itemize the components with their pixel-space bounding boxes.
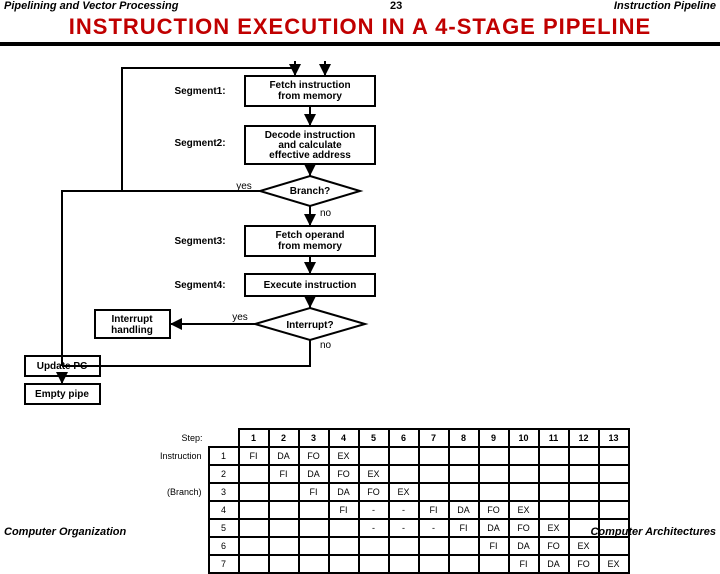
header-left: Pipelining and Vector Processing xyxy=(4,0,178,12)
branch-row-label: (Branch) xyxy=(160,483,209,501)
label-seg4: Segment4: xyxy=(174,280,225,291)
box-seg1-text1: Fetch instruction xyxy=(269,80,350,91)
diagram-area: Fetch instruction from memory Segment1: … xyxy=(0,46,720,506)
footer: Computer Organization Computer Architect… xyxy=(0,526,720,538)
label-seg3: Segment3: xyxy=(174,236,225,247)
diamond-interrupt-text: Interrupt? xyxy=(286,320,333,331)
interrupt-no: no xyxy=(320,340,332,351)
box-seg4-t: Execute instruction xyxy=(264,280,357,291)
pipeline-table: Step: 12345678910111213 Instruction1FIDA… xyxy=(160,428,630,574)
box-seg3-t2: from memory xyxy=(278,241,342,252)
box-seg2-t3: effective address xyxy=(269,150,351,161)
label-seg2: Segment2: xyxy=(174,138,225,149)
page-title: INSTRUCTION EXECUTION IN A 4-STAGE PIPEL… xyxy=(0,14,720,40)
box-interrupt-t2: handling xyxy=(111,325,153,336)
footer-left: Computer Organization xyxy=(4,526,126,538)
header: Pipelining and Vector Processing 23 Inst… xyxy=(0,0,720,12)
box-emptypipe-t: Empty pipe xyxy=(35,389,89,400)
flowchart-svg: Fetch instruction from memory Segment1: … xyxy=(0,46,720,406)
box-interrupt-t1: Interrupt xyxy=(111,314,153,325)
branch-no: no xyxy=(320,208,332,219)
box-seg3-t1: Fetch operand xyxy=(276,230,345,241)
label-seg1: Segment1: xyxy=(174,86,225,97)
step-label: Step: xyxy=(160,429,209,447)
footer-right: Computer Architectures xyxy=(590,526,716,538)
page-number: 23 xyxy=(390,0,402,12)
box-seg1-text2: from memory xyxy=(278,91,342,102)
step-row: Step: 12345678910111213 xyxy=(160,429,629,447)
diamond-branch-text: Branch? xyxy=(290,186,331,197)
interrupt-yes: yes xyxy=(232,312,248,323)
instr-label: Instruction xyxy=(160,447,209,465)
header-right: Instruction Pipeline xyxy=(614,0,716,12)
